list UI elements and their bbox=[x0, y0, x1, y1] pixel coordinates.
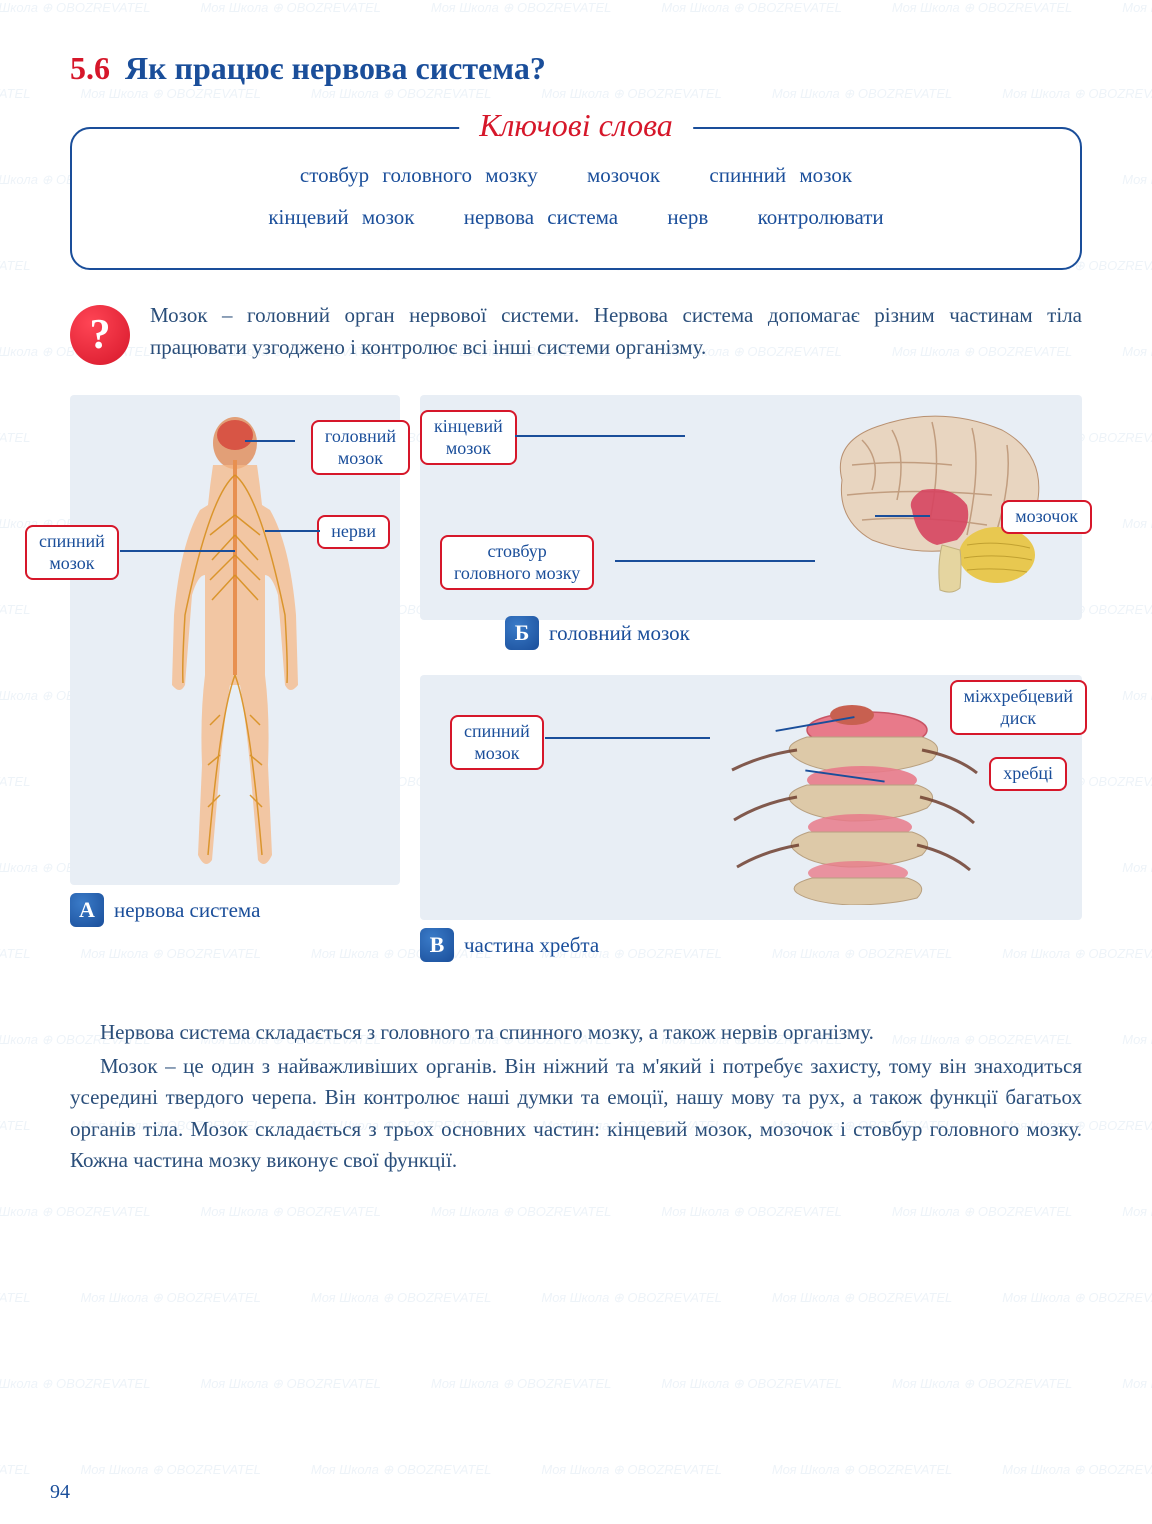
badge-c: В bbox=[420, 928, 454, 962]
section-title: Як працює нервова система? bbox=[125, 50, 546, 87]
spine-figure bbox=[722, 695, 982, 905]
keyword: нерв bbox=[667, 196, 708, 238]
badge-b: Б bbox=[505, 616, 539, 650]
label-brain: головний мозок bbox=[311, 420, 410, 475]
paragraph-2: Мозок – це один з найважливіших органів.… bbox=[70, 1051, 1082, 1177]
intro-section: ? Мозок – головний орган нервової систем… bbox=[70, 300, 1082, 365]
diagram-c-panel: спинний мозок міжхребцевий диск хребці bbox=[420, 675, 1082, 920]
caption-c-text: частина хребта bbox=[464, 933, 599, 958]
caption-a-text: нервова система bbox=[114, 898, 260, 923]
section-number: 5.6 bbox=[70, 50, 110, 87]
diagram-a-panel: головний мозок нерви спинний мозок bbox=[70, 395, 400, 885]
label-disc: міжхребцевий диск bbox=[950, 680, 1087, 735]
paragraph-1: Нервова система складається з головного … bbox=[70, 1017, 1082, 1049]
keywords-box: Ключові слова стовбур головного мозку мо… bbox=[70, 127, 1082, 270]
label-spinal-c: спинний мозок bbox=[450, 715, 544, 770]
intro-text: Мозок – головний орган нервової системи.… bbox=[150, 300, 1082, 363]
label-spinalcord: спинний мозок bbox=[25, 525, 119, 580]
keyword: нервова система bbox=[464, 196, 618, 238]
keyword: стовбур головного мозку bbox=[300, 154, 538, 196]
badge-a: А bbox=[70, 893, 104, 927]
keywords-title: Ключові слова bbox=[459, 107, 693, 144]
keywords-line-2: кінцевий мозок нервова система нерв конт… bbox=[112, 196, 1040, 238]
body-text: Нервова система складається з головного … bbox=[70, 1017, 1082, 1177]
caption-b-text: головний мозок bbox=[549, 621, 690, 646]
keyword: кінцевий мозок bbox=[268, 196, 414, 238]
label-nerves: нерви bbox=[317, 515, 390, 549]
keyword: мозочок bbox=[587, 154, 660, 196]
diagram-b-panel: кінцевий мозок стовбур головного мозку м… bbox=[420, 395, 1082, 620]
label-brainstem: стовбур головного мозку bbox=[440, 535, 594, 590]
page-number: 94 bbox=[50, 1481, 70, 1504]
diagrams-row: головний мозок нерви спинний мозок А нер… bbox=[70, 395, 1082, 962]
label-cerebellum: мозочок bbox=[1001, 500, 1092, 534]
keyword: спинний мозок bbox=[709, 154, 852, 196]
label-vertebrae: хребці bbox=[989, 757, 1067, 791]
diagram-a-caption: А нервова система bbox=[70, 893, 400, 927]
question-icon: ? bbox=[70, 305, 130, 365]
label-forebrain: кінцевий мозок bbox=[420, 410, 517, 465]
diagram-c-caption: В частина хребта bbox=[420, 928, 1082, 962]
keywords-line-1: стовбур головного мозку мозочок спинний … bbox=[112, 154, 1040, 196]
nervous-system-figure bbox=[150, 415, 320, 875]
diagram-b-caption: Б головний мозок bbox=[505, 616, 690, 650]
keyword: контролювати bbox=[758, 196, 884, 238]
section-header: 5.6 Як працює нервова система? bbox=[70, 50, 1082, 87]
